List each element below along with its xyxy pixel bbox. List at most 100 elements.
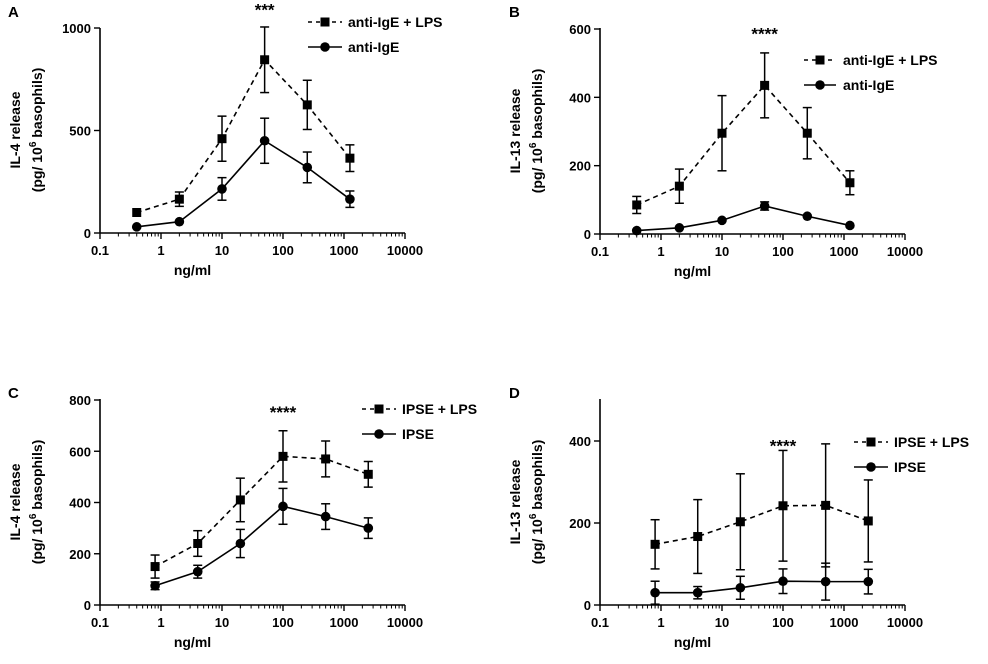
- legend-label: anti-IgE + LPS: [348, 14, 443, 30]
- x-tick-label: 1000: [330, 615, 359, 630]
- series-without-lps: [131, 117, 355, 232]
- x-tick-label: 10000: [887, 244, 923, 259]
- data-point: [674, 181, 684, 191]
- data-point: [302, 100, 312, 110]
- series-without-lps: [150, 487, 374, 591]
- series-line: [655, 580, 869, 594]
- y-axis-subtitle-pre: (pg/ 10: [29, 147, 45, 192]
- panel-d: D 0.1 1 10 100 1000 10000 0 200 400 ng/ml IL-13 rel…: [507, 385, 969, 650]
- y-tick-label: 200: [569, 516, 591, 531]
- y-tick-label: 400: [69, 496, 91, 511]
- y-axis-subtitle-post: basophils): [29, 440, 45, 514]
- panel-letter: C: [8, 385, 19, 402]
- y-tick-label: 600: [569, 22, 591, 37]
- significance-label: ***: [255, 1, 275, 20]
- data-point: [278, 501, 288, 512]
- y-axis-title: IL-13 release: [507, 88, 523, 173]
- series-line: [154, 455, 369, 568]
- data-point: [193, 539, 203, 548]
- data-point: [802, 128, 812, 138]
- data-point: [217, 184, 227, 194]
- data-point: [821, 500, 831, 510]
- data-point: [302, 162, 313, 173]
- series-with-lps: [132, 26, 355, 217]
- data-point: [863, 516, 873, 526]
- x-axis-title: ng/ml: [174, 262, 211, 278]
- data-point: [131, 222, 142, 232]
- significance-label: ****: [751, 24, 778, 43]
- data-point: [150, 580, 160, 591]
- series-line: [636, 205, 851, 232]
- y-axis-subtitle-post: basophils): [529, 69, 545, 143]
- data-point: [363, 469, 373, 479]
- y-axis-title: IL-4 release: [7, 91, 23, 168]
- legend: IPSE + LPS IPSE: [362, 401, 477, 442]
- data-point: [632, 200, 642, 210]
- x-tick-label: 100: [772, 244, 794, 259]
- legend-marker: [866, 437, 876, 447]
- legend: IPSE + LPS IPSE: [854, 434, 969, 475]
- data-point: [863, 576, 874, 587]
- x-tick-label: 0.1: [591, 615, 609, 630]
- panel-letter: D: [509, 385, 520, 402]
- data-point: [717, 215, 727, 226]
- y-axis-subtitle-sup: 6: [28, 513, 39, 519]
- y-axis-subtitle-sup: 6: [28, 141, 39, 147]
- x-tick-label: 0.1: [591, 244, 609, 259]
- x-tick-label: 100: [272, 615, 294, 630]
- data-point: [735, 582, 746, 593]
- series-line: [654, 504, 869, 546]
- data-point: [692, 587, 703, 598]
- data-point: [674, 223, 685, 233]
- legend-label: anti-IgE: [348, 39, 399, 55]
- x-axis-title: ng/ml: [174, 634, 211, 650]
- legend-marker: [320, 42, 330, 52]
- data-point: [845, 178, 855, 188]
- series-without-lps: [650, 562, 874, 605]
- x-axis-title: ng/ml: [674, 263, 711, 279]
- series-with-lps: [150, 430, 373, 579]
- series-with-lps: [632, 52, 855, 215]
- significance-label: ****: [270, 403, 297, 422]
- x-tick-label: 1: [657, 615, 664, 630]
- y-axis-subtitle-sup: 6: [528, 142, 539, 148]
- data-point: [150, 562, 160, 572]
- data-point: [320, 511, 331, 522]
- data-point: [321, 454, 331, 464]
- y-axis-subtitle-post: basophils): [29, 68, 45, 142]
- y-tick-label: 0: [584, 598, 591, 613]
- y-axis-subtitle: (pg/ 106 basophils): [528, 440, 545, 565]
- legend-label: IPSE: [402, 426, 434, 442]
- y-axis-title: IL-13 release: [507, 459, 523, 544]
- panel-a: A 0.1 1 10 100 1000 10000 0 500 1000 ng/ml IL-4 rel…: [7, 1, 443, 278]
- y-tick-label: 200: [569, 159, 591, 174]
- data-point: [631, 225, 642, 236]
- data-point: [693, 532, 703, 542]
- data-point: [235, 538, 246, 549]
- y-tick-label: 0: [84, 226, 91, 241]
- y-axis-subtitle-post: basophils): [529, 440, 545, 514]
- y-tick-label: 600: [69, 444, 91, 459]
- data-point: [820, 576, 831, 587]
- data-point: [650, 587, 660, 598]
- data-point: [260, 55, 270, 65]
- x-tick-label: 1000: [330, 243, 359, 258]
- data-point: [174, 194, 184, 204]
- legend-marker: [866, 462, 876, 472]
- x-tick-label: 10: [715, 244, 729, 259]
- data-point: [363, 523, 374, 533]
- y-axis-subtitle: (pg/ 106 basophils): [28, 440, 45, 565]
- series-line: [136, 58, 351, 214]
- series-line: [636, 84, 851, 206]
- y-axis-subtitle-pre: (pg/ 10: [29, 519, 45, 564]
- data-point: [132, 208, 142, 217]
- y-tick-label: 1000: [62, 21, 91, 36]
- legend-marker: [815, 80, 825, 90]
- data-point: [192, 566, 203, 577]
- x-tick-label: 0.1: [91, 243, 109, 258]
- panel-c: C 0.1 1 10 100 1000 10000 0 200 400 600 800 ng/ml IL-…: [7, 385, 477, 650]
- y-tick-label: 400: [569, 434, 591, 449]
- data-point: [345, 153, 355, 163]
- y-tick-label: 200: [69, 547, 91, 562]
